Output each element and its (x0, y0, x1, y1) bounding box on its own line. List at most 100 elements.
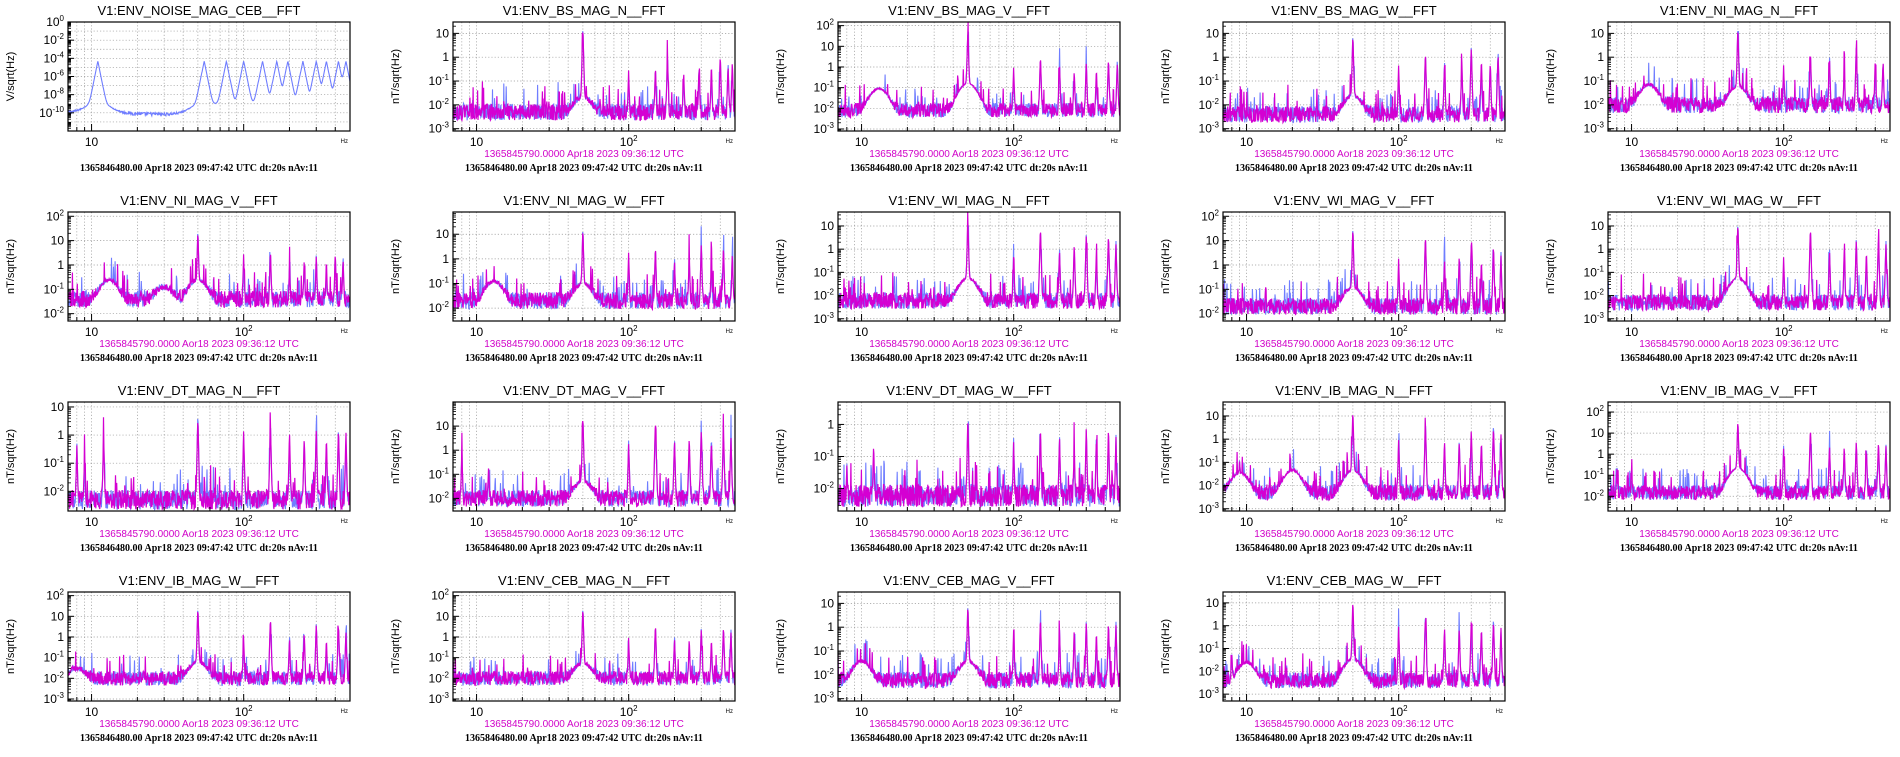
spectrum-chart: V1:ENV_IB_MAG_W__FFT nT/sqrt(Hz) 102 10 1 10-… (5, 573, 351, 744)
fft-panel: V1:ENV_WI_MAG_V__FFT nT/sqrt(Hz) 102 10 1 10-… (1155, 190, 1535, 377)
fft-panel: V1:ENV_WI_MAG_W__FFT nT/sqrt(Hz) 10 1 10-1 10… (1540, 190, 1900, 377)
x-tick-label: 10 (85, 135, 99, 149)
current-timestamp: 1365846480.00 Apr18 2023 09:47:42 UTC dt… (465, 353, 703, 364)
y-tick-label: 10-2 (1584, 288, 1605, 303)
spectrum-chart: V1:ENV_DT_MAG_W__FFT nT/sqrt(Hz) 1 10-1 10-2… (775, 383, 1121, 554)
x-unit-label: Hz (1111, 139, 1118, 145)
current-spectrum-line (1608, 32, 1890, 116)
x-unit-label: Hz (726, 709, 733, 715)
y-tick-label: 10-2 (814, 667, 835, 682)
spectrum-chart: V1:ENV_NI_MAG_W__FFT nT/sqrt(Hz) 10 1 10-1 10… (390, 193, 736, 364)
y-tick-label: 10-3 (429, 121, 450, 136)
fft-panel: V1:ENV_NI_MAG_N__FFT nT/sqrt(Hz) 10 1 10-1 10… (1540, 0, 1900, 187)
current-spectrum-line (68, 612, 350, 686)
x-tick-label: 102 (235, 704, 253, 719)
plot-frame (1607, 211, 1891, 322)
y-tick-label: 10-3 (1584, 121, 1605, 136)
x-tick-label: 102 (1775, 134, 1793, 149)
spectrum-chart: V1:ENV_NOISE_MAG_CEB__FFT V/sqrt(Hz) 100 10… (5, 3, 351, 174)
spectrum-chart: V1:ENV_BS_MAG_W__FFT nT/sqrt(Hz) 10 1 10-1 10… (1160, 3, 1506, 174)
x-unit-label: Hz (341, 709, 348, 715)
y-tick-label: 10-2 (1199, 306, 1220, 321)
y-tick-label: 10 (1206, 596, 1220, 610)
y-tick-label: 10-2 (44, 306, 65, 321)
chart-title: V1:ENV_CEB_MAG_W__FFT (1267, 573, 1442, 588)
y-tick-label: 1 (827, 60, 834, 74)
chart-title: V1:ENV_WI_MAG_N__FFT (888, 193, 1049, 208)
y-tick-label: 10-2 (1199, 97, 1220, 112)
y-tick-label: 10-1 (429, 466, 450, 481)
reference-timestamp: 1365845790.0000 Aor18 2023 09:36:12 UTC (869, 149, 1069, 160)
x-tick-label: 10 (85, 325, 99, 339)
x-tick-label: 102 (1005, 324, 1023, 339)
y-tick-label: 10-2 (814, 100, 835, 115)
current-spectrum-line (453, 233, 735, 312)
current-spectrum-line (1223, 39, 1505, 125)
y-axis-label: nT/sqrt(Hz) (775, 429, 787, 484)
y-tick-label: 10-1 (429, 73, 450, 88)
chart-title: V1:ENV_DT_MAG_N__FFT (118, 383, 281, 398)
y-tick-label: 10-3 (1199, 121, 1220, 136)
y-tick-label: 10 (1591, 219, 1605, 233)
y-tick-label: 10-3 (814, 311, 835, 326)
x-tick-label: 10 (855, 515, 869, 529)
chart-title: V1:ENV_BS_MAG_N__FFT (503, 3, 666, 18)
y-tick-label: 10-1 (429, 275, 450, 290)
y-tick-label: 10-6 (44, 69, 65, 84)
plot-frame (837, 211, 1121, 322)
y-axis-label: nT/sqrt(Hz) (775, 239, 787, 294)
y-axis-label: nT/sqrt(Hz) (1160, 49, 1172, 104)
current-spectrum-line (838, 22, 1120, 120)
x-unit-label: Hz (1881, 139, 1888, 145)
reference-timestamp: 1365845790.0000 Aor18 2023 09:36:12 UTC (1639, 529, 1839, 540)
x-unit-label: Hz (1881, 519, 1888, 525)
y-tick-label: 10-2 (1584, 97, 1605, 112)
chart-title: V1:ENV_IB_MAG_W__FFT (119, 573, 279, 588)
y-tick-label: 1 (57, 258, 64, 272)
current-timestamp: 1365846480.00 Apr18 2023 09:47:42 UTC dt… (80, 353, 318, 364)
x-tick-label: 10 (1240, 135, 1254, 149)
spectrum-chart: V1:ENV_CEB_MAG_V__FFT nT/sqrt(Hz) 10 1 10-1 1… (775, 573, 1121, 744)
x-unit-label: Hz (726, 519, 733, 525)
current-timestamp: 1365846480.00 Apr18 2023 09:47:42 UTC dt… (1620, 163, 1858, 174)
y-axis-label: nT/sqrt(Hz) (1160, 239, 1172, 294)
y-tick-label: 10 (51, 400, 65, 414)
current-spectrum-line (838, 422, 1120, 509)
x-tick-label: 102 (1005, 514, 1023, 529)
y-tick-label: 10-3 (1584, 311, 1605, 326)
x-unit-label: Hz (726, 139, 733, 145)
x-tick-label: 10 (1625, 325, 1639, 339)
y-tick-label: 10-3 (814, 121, 835, 136)
y-tick-label: 102 (46, 588, 64, 603)
x-tick-label: 10 (855, 135, 869, 149)
y-tick-label: 102 (46, 208, 64, 223)
y-axis-label: nT/sqrt(Hz) (5, 239, 17, 294)
y-tick-label: 1 (57, 630, 64, 644)
y-tick-label: 10-1 (814, 80, 835, 95)
current-timestamp: 1365846480.00 Apr18 2023 09:47:42 UTC dt… (1235, 163, 1473, 174)
current-timestamp: 1365846480.00 Apr18 2023 09:47:42 UTC dt… (465, 543, 703, 554)
chart-title: V1:ENV_BS_MAG_V__FFT (888, 3, 1050, 18)
chart-title: V1:ENV_WI_MAG_V__FFT (1274, 193, 1434, 208)
fft-panel: V1:ENV_BS_MAG_V__FFT nT/sqrt(Hz) 102 10 1 10-… (770, 0, 1150, 187)
x-tick-label: 10 (85, 515, 99, 529)
y-tick-label: 10 (51, 609, 65, 623)
x-tick-label: 102 (1390, 704, 1408, 719)
chart-title: V1:ENV_DT_MAG_W__FFT (886, 383, 1051, 398)
current-timestamp: 1365846480.00 Apr18 2023 09:47:42 UTC dt… (850, 543, 1088, 554)
y-tick-label: 10-1 (44, 281, 65, 296)
x-tick-label: 102 (1775, 514, 1793, 529)
spectrum-chart: V1:ENV_BS_MAG_V__FFT nT/sqrt(Hz) 102 10 1 10-… (775, 3, 1121, 174)
y-axis-label: nT/sqrt(Hz) (390, 49, 402, 104)
spectrum-chart: V1:ENV_IB_MAG_V__FFT nT/sqrt(Hz) 102 10 1 10-… (1545, 383, 1891, 554)
y-tick-label: 10-3 (429, 691, 450, 706)
spectrum-chart: V1:ENV_WI_MAG_N__FFT nT/sqrt(Hz) 10 1 10-1 10… (775, 193, 1121, 364)
y-tick-label: 10-1 (44, 650, 65, 665)
y-tick-label: 10 (1591, 26, 1605, 40)
y-tick-label: 1 (827, 417, 834, 431)
current-timestamp: 1365846480.00 Apr18 2023 09:47:42 UTC dt… (1235, 733, 1473, 744)
y-tick-label: 102 (1201, 208, 1219, 223)
spectrum-chart: V1:ENV_BS_MAG_N__FFT nT/sqrt(Hz) 10 1 10-1 10… (390, 3, 736, 174)
y-tick-label: 10-2 (429, 97, 450, 112)
plot-frame (452, 401, 736, 512)
